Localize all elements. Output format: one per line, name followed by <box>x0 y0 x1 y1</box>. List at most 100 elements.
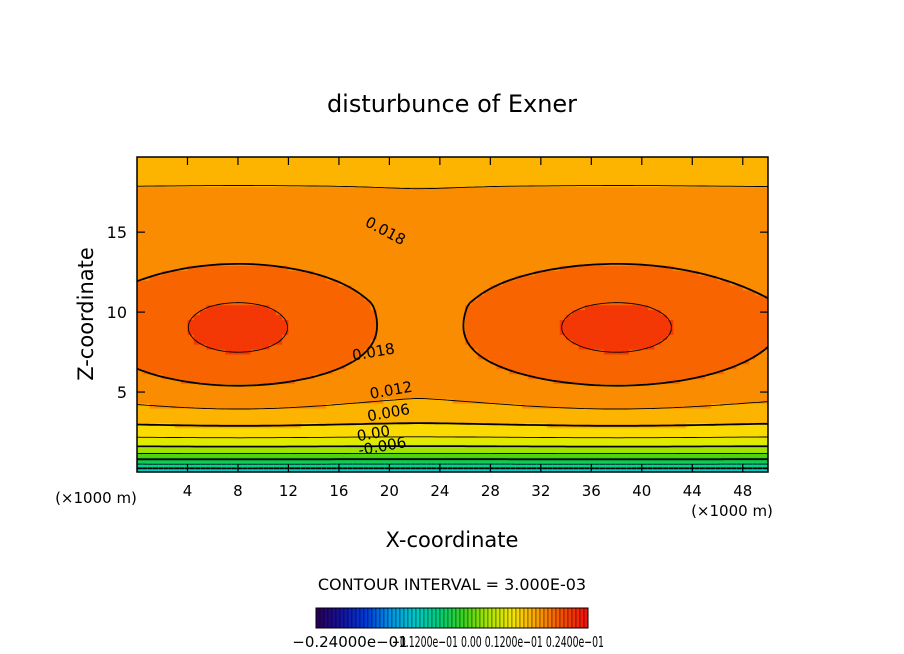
field-cell <box>313 324 321 330</box>
field-cell <box>389 408 397 414</box>
field-cell <box>319 255 327 261</box>
field-cell <box>237 314 245 321</box>
field-cell <box>509 403 517 409</box>
field-cell <box>351 398 359 404</box>
field-cell <box>200 393 208 399</box>
field-cell <box>313 186 321 193</box>
field-cell <box>225 275 233 281</box>
field-cell <box>143 157 151 163</box>
field-cell <box>465 211 473 217</box>
field-cell <box>414 186 422 193</box>
field-cell <box>162 334 170 340</box>
field-cell <box>484 432 491 439</box>
field-cell <box>263 358 271 365</box>
field-cell <box>496 230 504 237</box>
field-cell <box>540 363 548 370</box>
field-cell <box>566 393 573 399</box>
field-cell <box>269 412 277 419</box>
field-cell <box>332 181 340 188</box>
field-cell <box>137 442 144 448</box>
field-cell <box>465 265 473 271</box>
field-cell <box>402 225 409 232</box>
field-cell <box>622 201 630 207</box>
field-cell <box>553 398 561 404</box>
field-cell <box>622 299 630 306</box>
field-cell <box>294 319 302 325</box>
field-cell <box>616 403 624 409</box>
field-cell <box>364 157 372 163</box>
field-cell <box>212 216 220 222</box>
field-cell <box>395 344 403 350</box>
field-cell <box>288 284 296 291</box>
field-cell <box>219 225 226 232</box>
field-cell <box>206 383 214 389</box>
field-cell <box>427 314 435 321</box>
field-cell <box>256 230 264 237</box>
field-cell <box>477 432 485 439</box>
field-cell <box>578 314 586 321</box>
field-cell <box>540 206 548 212</box>
field-cell <box>622 403 630 409</box>
field-cell <box>143 235 151 242</box>
field-cell <box>521 452 529 458</box>
field-cell <box>547 157 555 163</box>
field-cell <box>376 348 384 355</box>
field-cell <box>219 358 226 365</box>
field-cell <box>402 324 409 330</box>
field-cell <box>338 201 346 207</box>
field-cell <box>591 388 599 394</box>
field-cell <box>376 353 384 360</box>
field-cell <box>376 250 384 257</box>
field-cell <box>389 216 397 222</box>
field-cell <box>496 284 504 291</box>
field-cell <box>206 245 214 252</box>
field-cell <box>490 157 498 163</box>
field-cell <box>137 324 144 330</box>
field-cell <box>408 280 416 286</box>
field-cell <box>383 388 390 394</box>
field-cell <box>402 230 409 237</box>
field-cell <box>181 398 189 404</box>
field-cell <box>288 417 296 424</box>
field-cell <box>162 289 170 296</box>
field-cell <box>547 245 555 252</box>
field-cell <box>603 442 611 448</box>
field-cell <box>610 289 618 296</box>
field-cell <box>509 176 517 183</box>
field-cell <box>225 201 233 207</box>
field-cell <box>578 467 586 472</box>
field-cell <box>446 344 454 350</box>
field-cell <box>534 427 542 434</box>
field-cell <box>174 447 182 453</box>
field-cell <box>597 388 605 394</box>
field-cell <box>250 334 258 340</box>
field-cell <box>206 353 214 360</box>
field-cell <box>439 358 447 365</box>
field-cell <box>547 447 555 453</box>
field-cell <box>433 216 441 222</box>
field-cell <box>477 309 485 316</box>
field-cell <box>591 176 599 183</box>
field-cell <box>534 275 542 281</box>
field-cell <box>465 408 473 414</box>
field-cell <box>420 176 428 183</box>
field-cell <box>553 437 561 444</box>
field-cell <box>168 363 176 370</box>
field-cell <box>572 432 580 439</box>
field-cell <box>616 462 624 468</box>
field-cell <box>155 216 163 222</box>
field-cell <box>326 427 334 434</box>
field-cell <box>212 324 220 330</box>
field-cell <box>597 408 605 414</box>
field-cell <box>603 398 611 404</box>
field-cell <box>307 432 315 439</box>
field-cell <box>364 270 372 276</box>
field-cell <box>471 270 479 276</box>
field-cell <box>547 467 555 472</box>
field-cell <box>496 216 504 222</box>
field-cell <box>616 314 624 321</box>
field-cell <box>414 270 422 276</box>
field-cell <box>496 196 504 202</box>
field-cell <box>282 157 290 163</box>
field-cell <box>534 358 542 365</box>
